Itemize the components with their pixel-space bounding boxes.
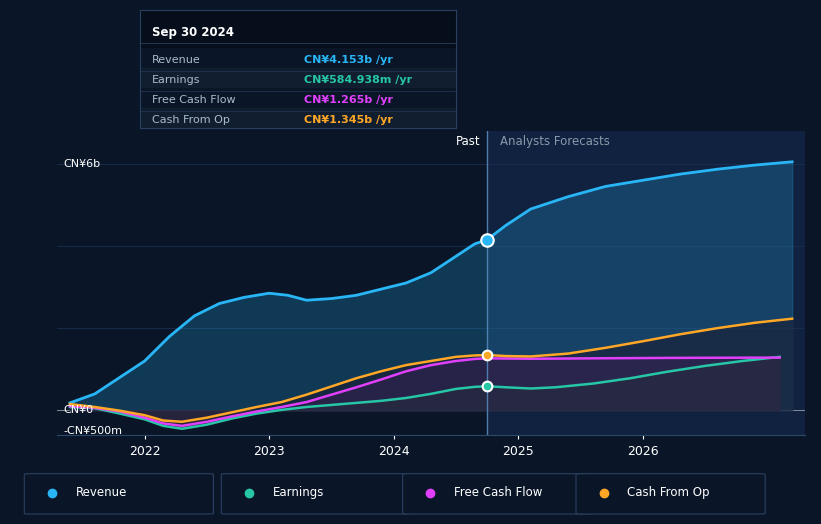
Text: Free Cash Flow: Free Cash Flow bbox=[454, 486, 542, 499]
Bar bbox=[487, 131, 805, 435]
Text: Revenue: Revenue bbox=[152, 55, 201, 65]
Text: Cash From Op: Cash From Op bbox=[627, 486, 709, 499]
Text: Sep 30 2024: Sep 30 2024 bbox=[152, 26, 234, 39]
Bar bbox=[140, 108, 456, 132]
Text: CN¥4.153b /yr: CN¥4.153b /yr bbox=[304, 55, 392, 65]
Text: CN¥0: CN¥0 bbox=[64, 405, 94, 416]
FancyBboxPatch shape bbox=[402, 474, 592, 514]
Text: CN¥1.345b /yr: CN¥1.345b /yr bbox=[304, 115, 392, 125]
Text: CN¥6b: CN¥6b bbox=[64, 159, 101, 169]
Text: Earnings: Earnings bbox=[152, 75, 200, 85]
FancyBboxPatch shape bbox=[222, 474, 410, 514]
FancyBboxPatch shape bbox=[25, 474, 213, 514]
Text: Revenue: Revenue bbox=[76, 486, 127, 499]
Bar bbox=[140, 88, 456, 111]
Text: -CN¥500m: -CN¥500m bbox=[64, 426, 122, 436]
Bar bbox=[140, 48, 456, 71]
Text: Free Cash Flow: Free Cash Flow bbox=[152, 95, 236, 105]
Text: Analysts Forecasts: Analysts Forecasts bbox=[499, 135, 609, 148]
Text: Cash From Op: Cash From Op bbox=[152, 115, 230, 125]
Text: CN¥1.265b /yr: CN¥1.265b /yr bbox=[304, 95, 393, 105]
Text: Past: Past bbox=[456, 135, 481, 148]
FancyBboxPatch shape bbox=[576, 474, 765, 514]
Text: CN¥584.938m /yr: CN¥584.938m /yr bbox=[304, 75, 412, 85]
Bar bbox=[140, 68, 456, 91]
Text: Earnings: Earnings bbox=[273, 486, 324, 499]
